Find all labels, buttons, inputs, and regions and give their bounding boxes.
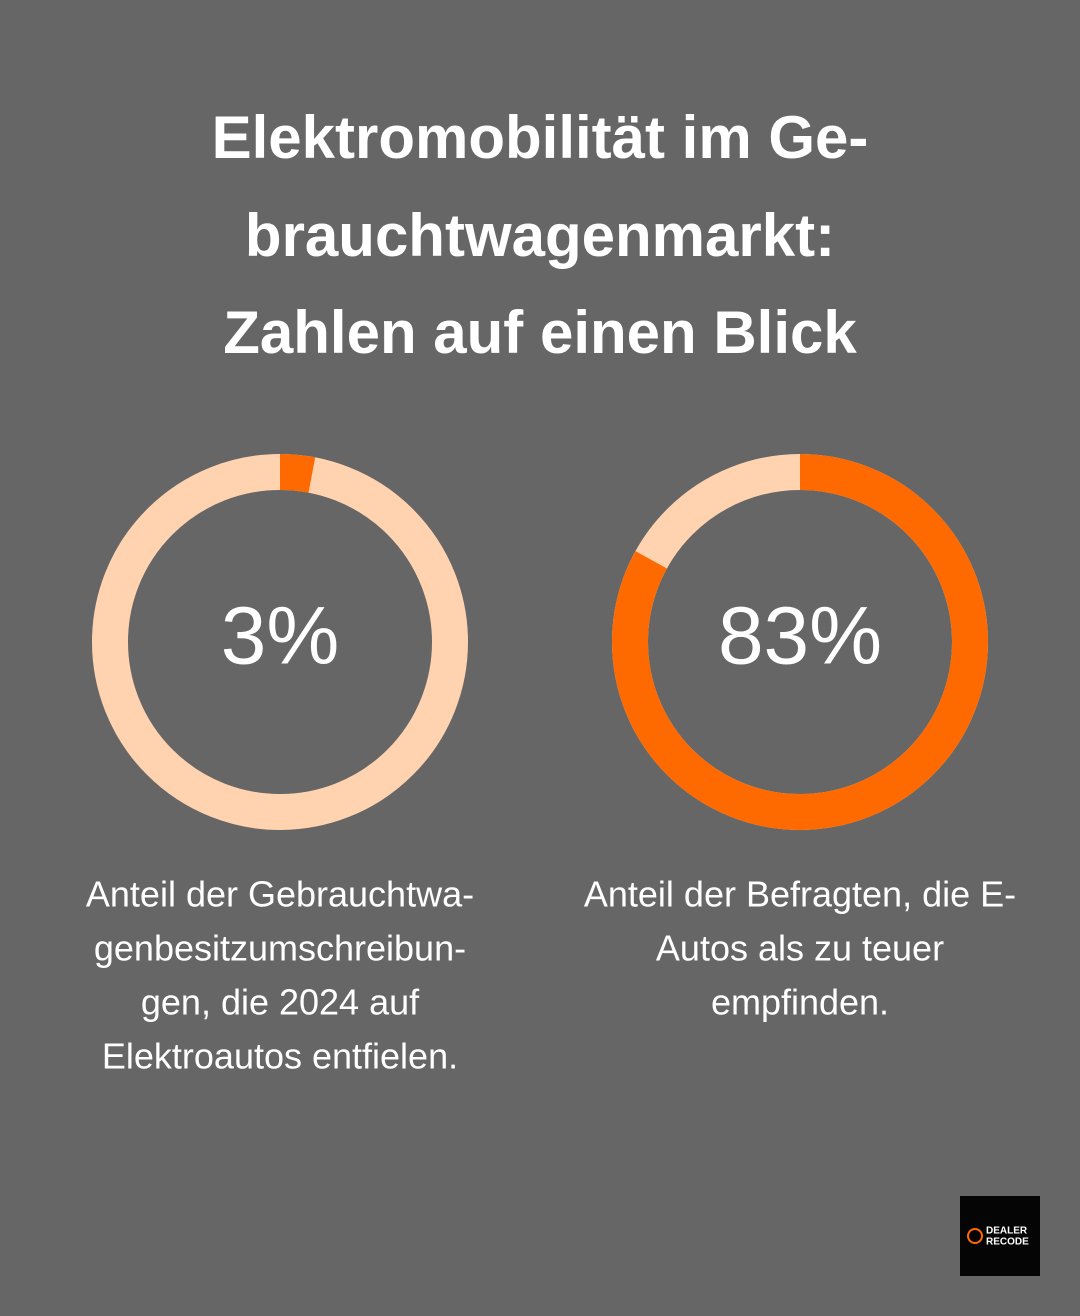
logo-text: DEALER (986, 1226, 1028, 1237)
donut-segment (92, 454, 468, 830)
caption-line: empfinden. (711, 982, 889, 1023)
caption-line: Anteil der Gebrauchtwa- (86, 874, 474, 915)
title-line: brauchtwagenmarkt: (245, 202, 835, 269)
title-line: Elektromobilität im Ge- (212, 104, 869, 171)
caption-line: genbesitzumschreibun- (94, 928, 466, 969)
value-label: 83% (718, 591, 882, 682)
logo-text: RECODE (986, 1237, 1029, 1248)
donut-segment (612, 454, 988, 830)
caption-line: Autos als zu teuer (656, 928, 944, 969)
title-line: Zahlen auf einen Blick (223, 299, 857, 366)
caption-line: gen, die 2024 auf (141, 982, 420, 1023)
caption-line: Anteil der Befragten, die E- (584, 874, 1016, 915)
logo-box (960, 1196, 1040, 1276)
logo: DEALER RECODE (960, 1196, 1040, 1276)
caption-line: Elektroautos entfielen. (102, 1036, 458, 1077)
value-label: 3% (221, 591, 340, 682)
logo-icon (967, 1228, 983, 1244)
